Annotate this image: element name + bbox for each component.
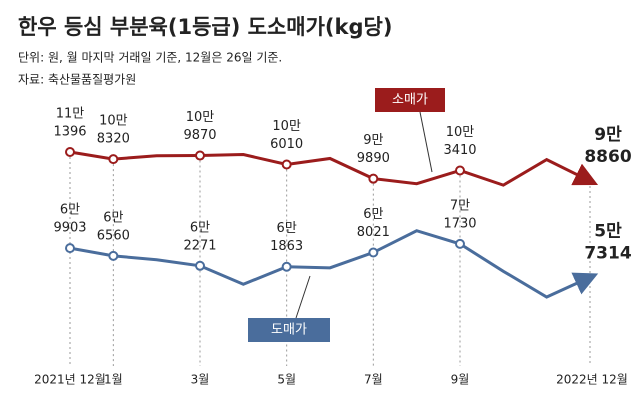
x-tick-label: 1월: [104, 373, 123, 387]
point: [65, 243, 75, 254]
data-label: 1396: [53, 125, 86, 140]
point: [108, 154, 119, 165]
legend-label: 소매가: [392, 93, 428, 108]
data-label: 9만: [363, 133, 383, 148]
data-label: 7만: [450, 198, 470, 213]
data-label: 6만: [277, 221, 297, 236]
x-tick-label: 2021년 12월: [34, 373, 106, 387]
data-label: 1863: [270, 239, 303, 254]
data-label: 9870: [183, 128, 216, 143]
data-label: 8021: [357, 225, 390, 240]
point: [195, 150, 205, 161]
legend-label: 도매가: [271, 323, 307, 338]
data-label: 6560: [97, 228, 130, 243]
data-label: 6010: [270, 137, 303, 152]
data-label: 9만: [594, 125, 622, 145]
data-label: 10만: [272, 119, 301, 134]
x-tick-label: 3월: [191, 373, 210, 387]
data-label: 2271: [183, 238, 216, 253]
series-line: [69, 150, 599, 187]
point: [368, 247, 379, 258]
point: [195, 260, 205, 271]
data-label: 9890: [357, 151, 390, 166]
data-label: 10만: [446, 125, 475, 140]
point: [368, 173, 379, 184]
data-label: 6만: [103, 210, 123, 225]
point: [455, 165, 465, 176]
data-label: 1730: [443, 216, 476, 231]
x-tick-label: 5월: [277, 373, 296, 387]
point: [281, 159, 292, 170]
pointer-line: [419, 111, 433, 173]
data-label: 10만: [186, 110, 215, 125]
x-tick-label: 9월: [451, 373, 470, 387]
data-label: 7314: [584, 243, 631, 263]
point: [65, 147, 75, 157]
legend-box: [375, 88, 445, 112]
pointer-line: [295, 275, 311, 319]
legend-box: [248, 318, 330, 342]
data-label: 6만: [363, 207, 383, 222]
data-label: 10만: [99, 114, 128, 129]
x-tick-label: 7월: [364, 373, 383, 387]
data-label: 11만: [56, 107, 85, 122]
data-label: 3410: [443, 143, 476, 158]
data-label: 5만: [594, 221, 622, 241]
point: [281, 261, 292, 272]
x-tick-label: 2022년 12월: [556, 373, 628, 387]
series-line: [69, 229, 599, 299]
data-label: 8860: [584, 147, 631, 167]
chart-title: 한우 등심 부분육(1등급) 도소매가(kg당): [18, 15, 392, 39]
point: [455, 238, 465, 249]
data-label: 6만: [190, 220, 210, 235]
subtitle: 단위: 원, 월 마지막 거래일 기준, 12월은 26일 기준.: [18, 51, 282, 65]
source: 자료: 축산물품질평가원: [18, 73, 136, 87]
point: [108, 250, 119, 261]
data-label: 8320: [97, 132, 130, 147]
data-label: 9903: [53, 221, 86, 236]
data-label: 6만: [60, 203, 80, 218]
